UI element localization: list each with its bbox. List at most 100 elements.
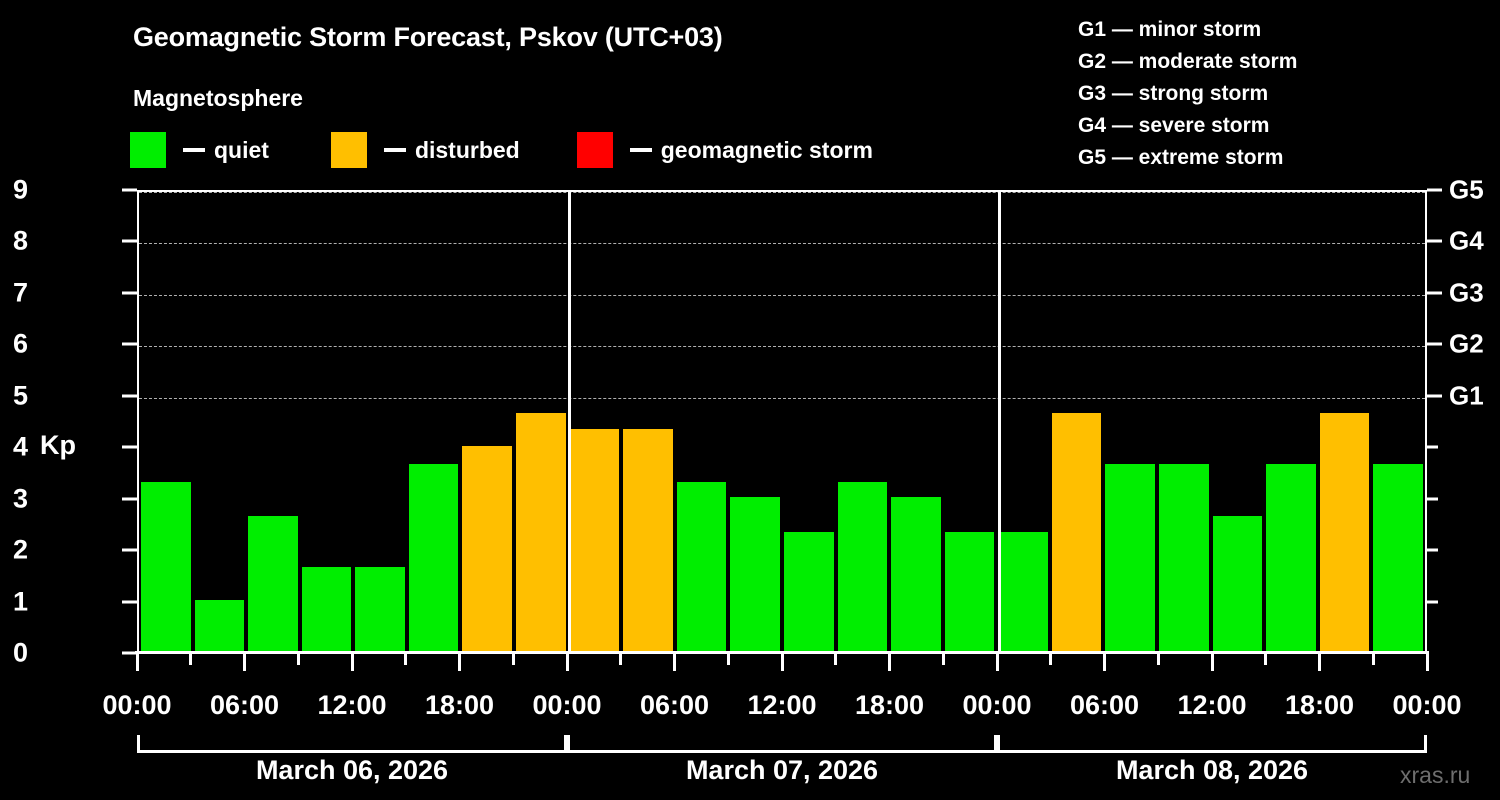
bar[interactable] xyxy=(1212,515,1263,653)
x-tick-mark xyxy=(189,654,193,665)
g-tick-mark-5 xyxy=(1427,394,1442,398)
x-tick-label: 18:00 xyxy=(424,690,495,720)
bar[interactable] xyxy=(516,412,566,653)
bar[interactable] xyxy=(891,497,941,653)
bar[interactable] xyxy=(998,532,1048,653)
x-tick-label: 00:00 xyxy=(532,690,602,720)
g-scale-line-2: G2 — moderate storm xyxy=(1078,50,1298,73)
orange-swatch xyxy=(330,132,367,168)
x-tick-label: 00:00 xyxy=(102,690,172,720)
g-tick-mark-4 xyxy=(1427,445,1438,449)
legend-label: disturbed xyxy=(414,136,520,163)
y-tick-label-8: 8 xyxy=(12,225,28,256)
x-tick-mark xyxy=(780,654,784,671)
bar-slot xyxy=(889,192,943,653)
x-tick-label: 18:00 xyxy=(854,690,925,720)
x-tick-mark xyxy=(458,654,461,671)
day-label: March 07, 2026 xyxy=(685,755,879,785)
bar[interactable] xyxy=(141,481,191,653)
g-axis-label-G2: G2 xyxy=(1449,328,1484,359)
y-tick-label-7: 7 xyxy=(12,277,28,308)
bar[interactable] xyxy=(676,481,727,653)
x-tick-mark xyxy=(726,654,730,665)
legend-dash-icon xyxy=(183,148,205,152)
day-bracket xyxy=(567,735,997,753)
bar[interactable] xyxy=(623,429,673,653)
g-axis-label-G3: G3 xyxy=(1449,277,1484,308)
bar-slot xyxy=(193,192,247,653)
x-tick-mark xyxy=(1156,654,1160,665)
bar[interactable] xyxy=(1373,464,1423,653)
bar[interactable] xyxy=(462,445,513,653)
g-scale-line-1: G1 — minor storm xyxy=(1078,18,1262,41)
bar[interactable] xyxy=(1105,464,1155,653)
bar[interactable] xyxy=(569,428,620,653)
y-tick-mark-1 xyxy=(122,600,137,604)
watermark: xras.ru xyxy=(1400,762,1471,788)
y-tick-mark-3 xyxy=(122,497,137,501)
bar[interactable] xyxy=(301,567,352,653)
day-label: March 06, 2026 xyxy=(255,755,449,785)
bar[interactable] xyxy=(837,481,888,653)
y-tick-mark-8 xyxy=(122,239,137,243)
bar[interactable] xyxy=(408,464,459,653)
bar-slot xyxy=(1050,192,1104,653)
bar-slot xyxy=(1264,192,1318,653)
bar-slot xyxy=(353,192,407,653)
x-tick-mark xyxy=(941,654,945,665)
x-axis-line xyxy=(135,651,1429,654)
bar[interactable] xyxy=(1051,412,1102,653)
bar-slot xyxy=(246,192,300,653)
bar[interactable] xyxy=(730,497,780,653)
g-tick-mark-3 xyxy=(1427,497,1438,501)
y-axis-title: Kp xyxy=(40,430,76,460)
x-tick-mark xyxy=(619,654,623,665)
x-tick-label: 12:00 xyxy=(317,690,387,720)
bar-slot xyxy=(514,192,568,653)
bar[interactable] xyxy=(248,515,298,653)
y-tick-label-2: 2 xyxy=(12,534,28,565)
x-tick-mark xyxy=(673,654,676,671)
legend-item-quiet: quiet xyxy=(130,132,269,168)
bar-slot xyxy=(1157,192,1211,653)
x-tick-label: 18:00 xyxy=(1284,690,1355,720)
page-title: Geomagnetic Storm Forecast, Pskov (UTC+0… xyxy=(133,22,723,52)
bar[interactable] xyxy=(944,532,995,653)
bar[interactable] xyxy=(1266,464,1316,653)
x-tick-mark xyxy=(1049,654,1053,665)
bar-slot xyxy=(1211,192,1265,653)
y-tick-label-0: 0 xyxy=(12,637,28,668)
bar[interactable] xyxy=(1158,464,1209,653)
legend-dash-icon xyxy=(629,148,652,152)
gridline-kp-8 xyxy=(139,243,1425,245)
x-tick-label: 00:00 xyxy=(1392,690,1462,720)
bar[interactable] xyxy=(194,600,245,653)
g-scale-line-5: G5 — extreme storm xyxy=(1078,146,1284,169)
color-legend: quiet disturbed geomagnetic storm xyxy=(130,132,873,168)
red-swatch xyxy=(576,132,613,168)
x-tick-label: 12:00 xyxy=(747,690,817,720)
g-tick-mark-8 xyxy=(1427,239,1442,243)
bar[interactable] xyxy=(355,567,405,653)
bar[interactable] xyxy=(783,532,834,653)
y-tick-label-6: 6 xyxy=(12,328,28,359)
x-tick-mark xyxy=(1210,654,1214,671)
bar-slot xyxy=(139,192,193,653)
gridline-kp-6 xyxy=(139,346,1425,348)
y-tick-label-4: 4 xyxy=(12,431,28,462)
y-tick-mark-7 xyxy=(122,291,137,295)
plot-area xyxy=(137,190,1427,653)
gridline-kp-9 xyxy=(139,192,1425,193)
legend-item-disturbed: disturbed xyxy=(330,132,520,168)
green-swatch xyxy=(130,132,166,168)
legend-item-geomagnetic-storm: geomagnetic storm xyxy=(576,132,873,168)
gridline-kp-5 xyxy=(139,397,1425,399)
x-tick-mark xyxy=(565,654,569,671)
x-tick-mark xyxy=(1425,654,1429,671)
day-separator xyxy=(567,192,571,653)
g-axis-label-G4: G4 xyxy=(1449,225,1484,256)
bar[interactable] xyxy=(1319,412,1370,653)
legend-dash-icon xyxy=(383,148,406,152)
g-tick-mark-6 xyxy=(1427,342,1442,346)
x-tick-mark xyxy=(243,654,246,671)
